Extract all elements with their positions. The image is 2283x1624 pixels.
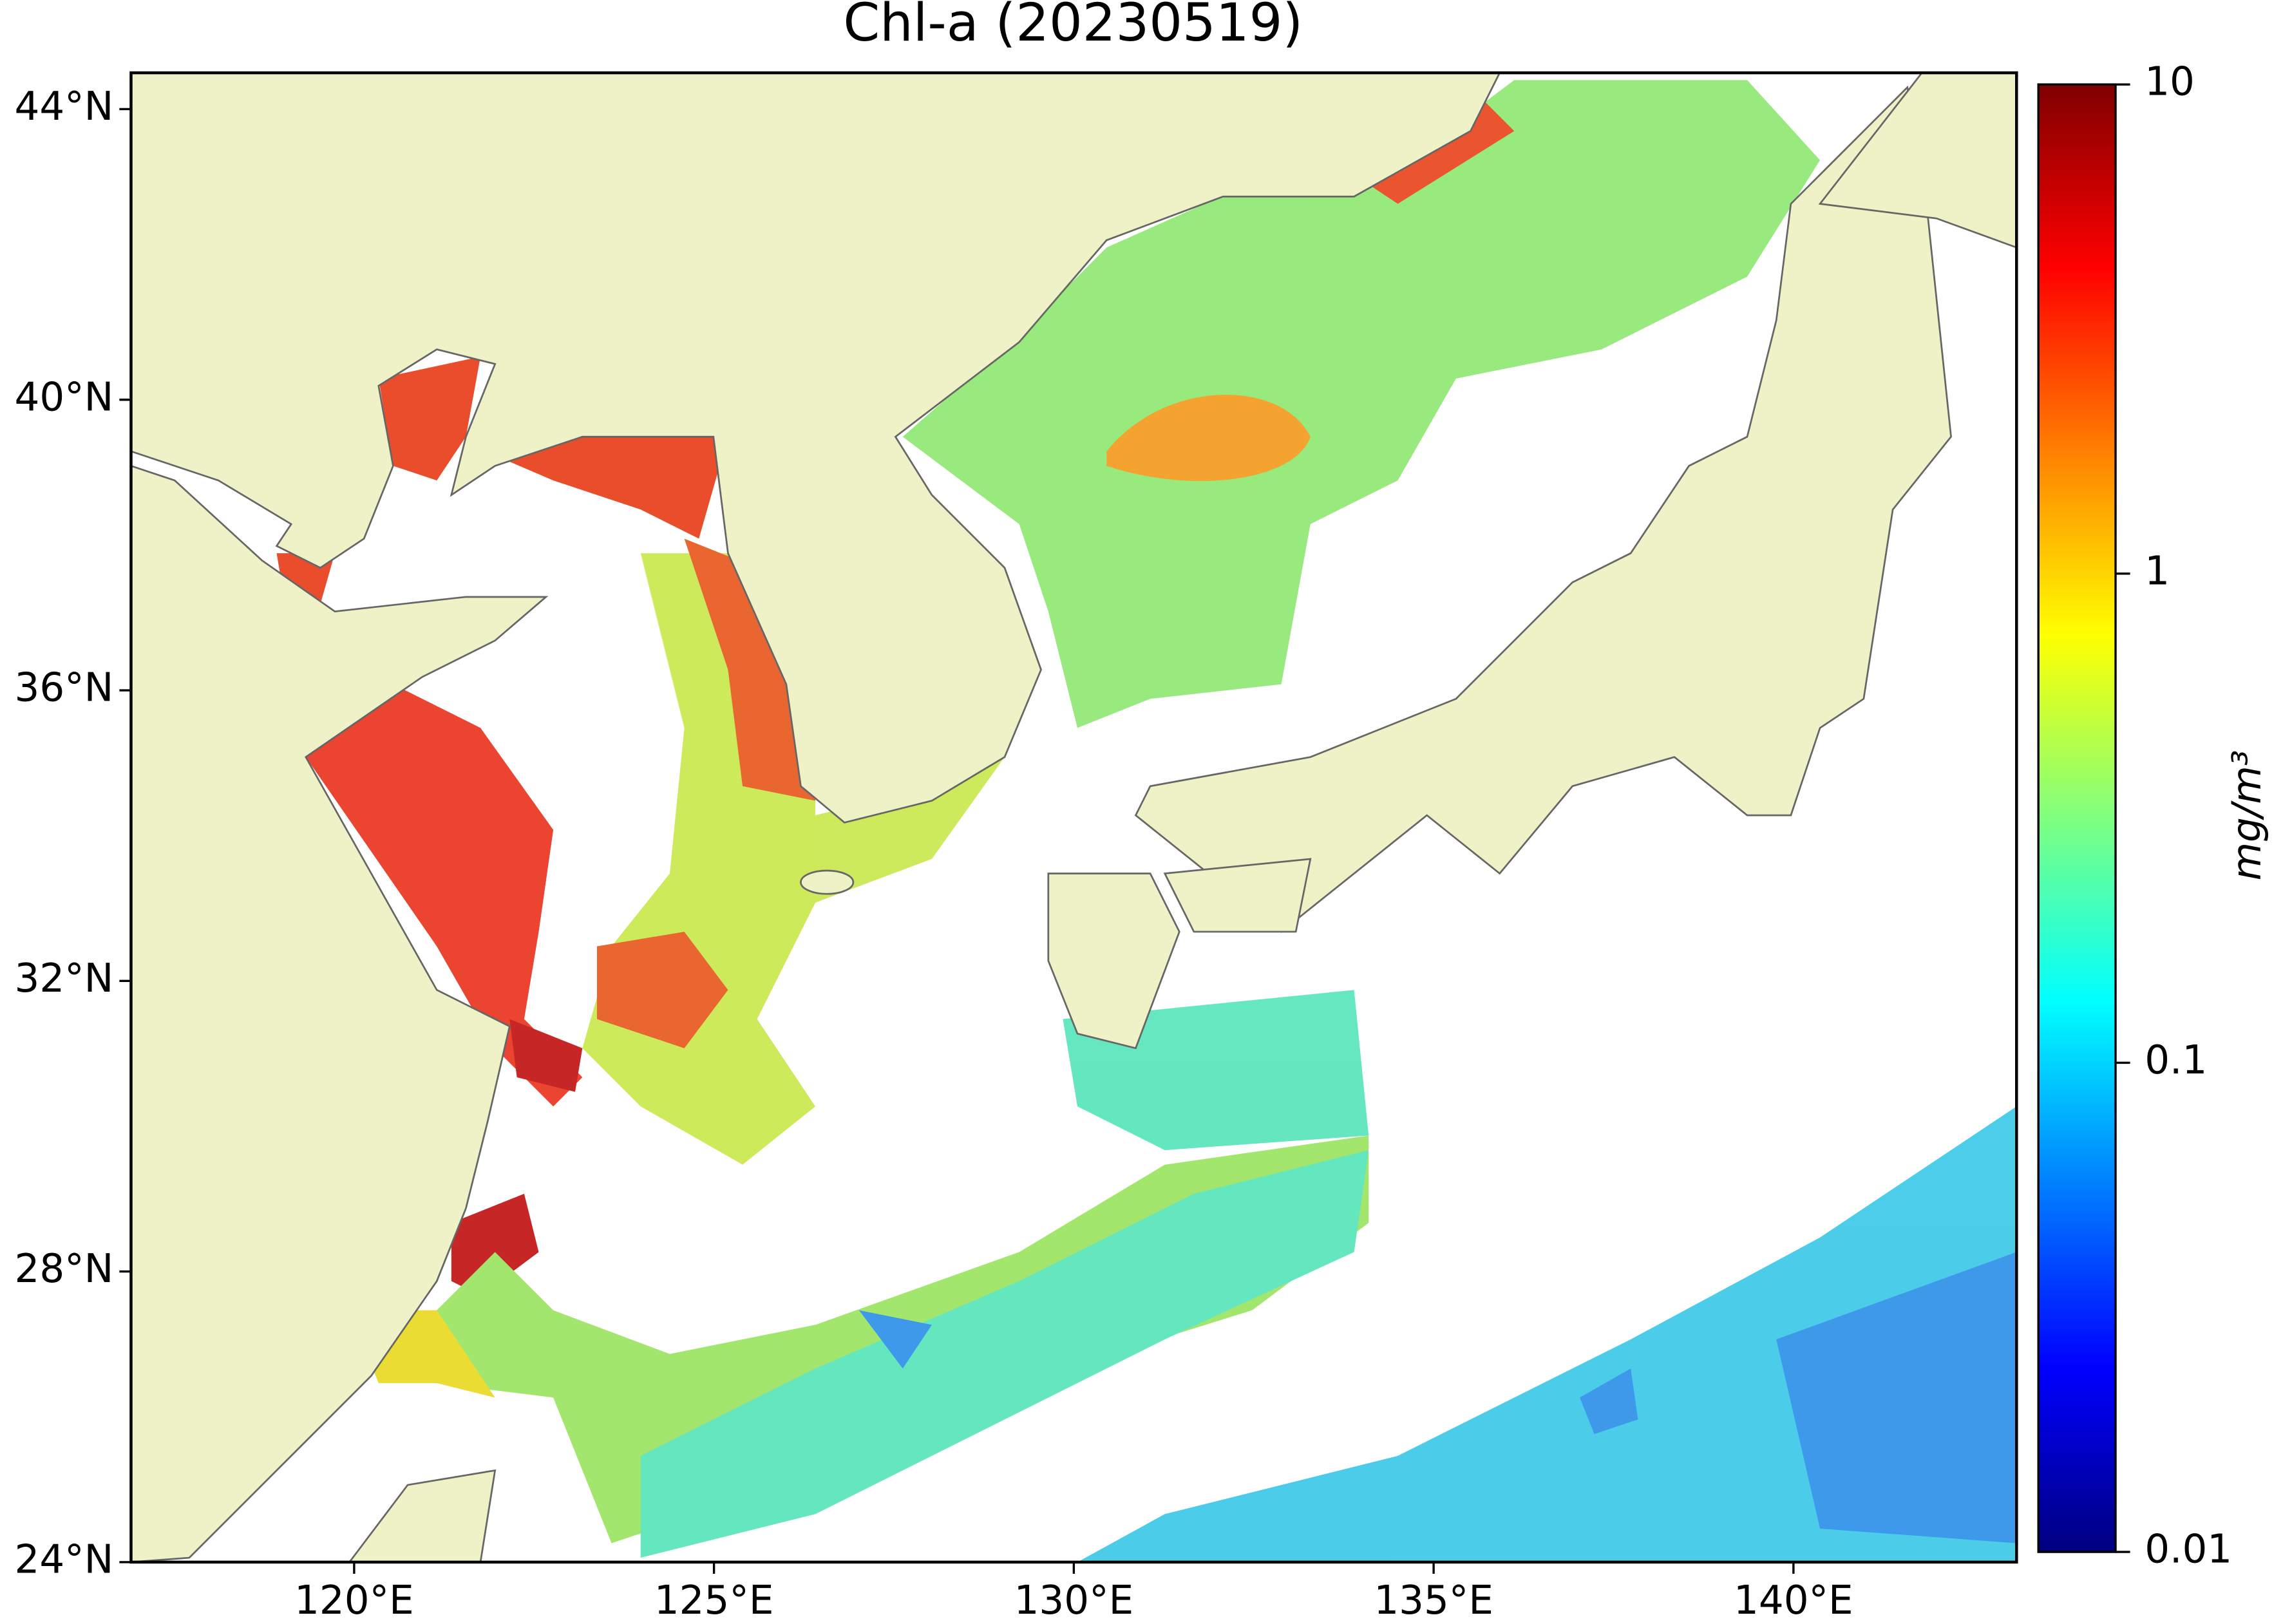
x-tick-label: 135°E [1374,1578,1493,1623]
y-tick-label: 44°N [15,84,114,129]
chl-patch [1077,1106,2017,1562]
y-tick-label: 36°N [15,665,114,711]
chl-patch [451,1019,583,1296]
chl-patch [305,684,583,1107]
map-area [131,73,2017,1562]
chl-patch [902,80,1821,728]
chl-patch [858,1252,2017,1544]
land [131,73,2017,1562]
y-tick-label: 40°N [15,374,114,420]
chl-patch [596,538,816,1048]
colorbar-tick-label: 10 [2145,59,2195,105]
chart-title: Chl-a (20230519) [843,0,1303,53]
y-tick-label: 28°N [15,1246,114,1292]
x-tick-label: 120°E [294,1578,414,1623]
land-mass [1047,873,1180,1050]
colorbar-tick-label: 1 [2145,548,2170,594]
y-tick-label: 24°N [15,1536,114,1582]
island [800,869,855,895]
x-tick-label: 125°E [654,1578,774,1623]
chl-patch [1106,395,1311,482]
land-mass [348,1469,497,1562]
colorbar-tick-label: 0.01 [2145,1527,2232,1572]
chl-field [276,80,2017,1562]
x-tick-label: 130°E [1014,1578,1134,1623]
colorbar-tick-label: 0.1 [2145,1037,2207,1083]
chl-patch [276,356,728,605]
land-mass [1163,858,1312,933]
colorbar [2037,83,2117,1553]
colorbar-label: mg/m³ [2224,750,2270,881]
chl-patch [640,990,1369,1558]
land-mass [1818,73,2017,249]
x-tick-label: 140°E [1734,1578,1853,1623]
land-mass [1134,85,1952,933]
land-mass [131,465,549,1562]
y-tick-label: 32°N [15,956,114,1001]
land-mass [131,73,1501,824]
